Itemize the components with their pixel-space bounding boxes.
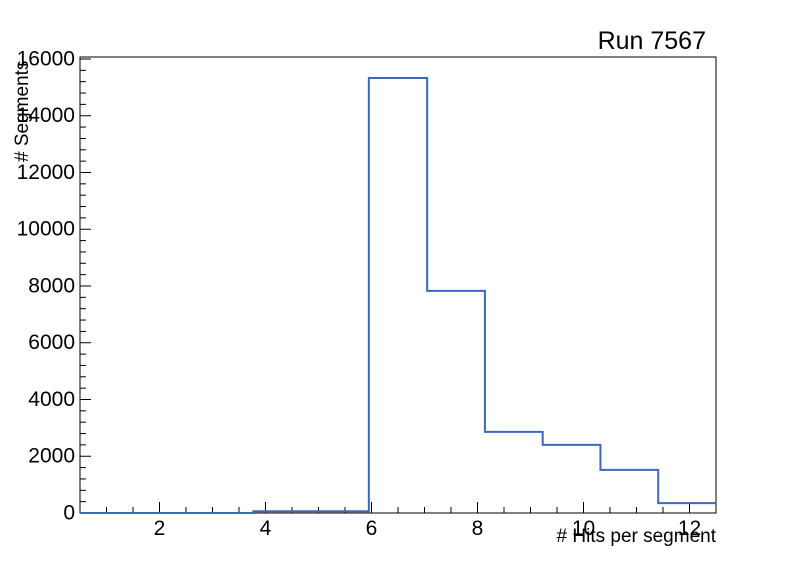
y-tick-label: 14000	[17, 104, 75, 127]
x-axis-title: # Hits per segment	[556, 526, 716, 547]
y-tick-label: 12000	[17, 161, 75, 184]
y-tick-label: 8000	[28, 274, 75, 297]
y-tick-label: 0	[63, 502, 75, 525]
x-tick-label: 12	[678, 517, 701, 540]
x-tick-label: 2	[154, 517, 166, 540]
y-tick-label: 4000	[28, 388, 75, 411]
x-tick-label: 8	[472, 517, 484, 540]
y-axis-title: # Segments	[12, 60, 33, 162]
plot-frame	[79, 56, 717, 514]
x-tick-label: 10	[572, 517, 595, 540]
y-tick-label: 6000	[28, 331, 75, 354]
x-tick-label: 6	[366, 517, 378, 540]
chart-title: Run 7567	[597, 27, 706, 55]
y-tick-label: 10000	[17, 218, 75, 241]
x-tick-label: 4	[260, 517, 272, 540]
y-tick-label: 16000	[17, 47, 75, 70]
y-tick-label: 2000	[28, 445, 75, 468]
histogram-line	[80, 76, 716, 514]
